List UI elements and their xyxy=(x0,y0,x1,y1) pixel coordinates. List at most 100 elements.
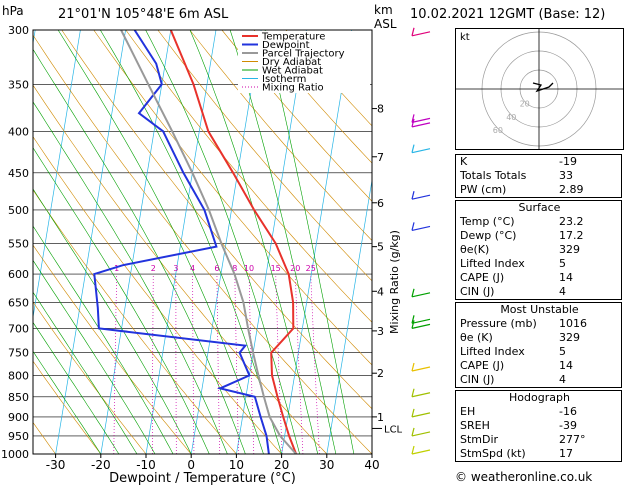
height-tick-label: 5 xyxy=(377,241,384,254)
mu-label: CIN (J) xyxy=(460,373,495,386)
index-box: K -19 Totals Totals 33 PW (cm) 2.89 xyxy=(455,154,622,198)
index-row: Totals Totals 33 xyxy=(456,169,623,183)
pressure-tick-label: 600 xyxy=(8,268,29,281)
wind-barb-flag xyxy=(411,445,415,455)
wind-barb xyxy=(411,431,431,437)
surface-row: CAPE (J) 14 xyxy=(456,271,623,285)
isotherm-line xyxy=(100,30,172,454)
wet-adiabat-line xyxy=(33,321,120,454)
dry-adiabat-line xyxy=(125,30,372,323)
surface-label: θe(K) xyxy=(460,243,490,256)
chart-frame xyxy=(32,29,373,455)
surface-label: CAPE (J) xyxy=(460,271,505,284)
dry-adiabat-line xyxy=(157,30,372,282)
temperature-tick-label: 30 xyxy=(319,458,334,472)
mixing-ratio-line xyxy=(275,274,283,454)
wind-barb xyxy=(411,412,431,418)
temperature-line xyxy=(169,30,298,454)
hodo-row: EH -16 xyxy=(456,405,623,419)
mu-label: θe (K) xyxy=(460,331,493,344)
legend-entry: Isotherm xyxy=(262,74,306,85)
hodograph-trace xyxy=(532,82,554,93)
mixing-ratio-label: 2 xyxy=(151,264,156,273)
index-value: 2.89 xyxy=(559,183,584,196)
dry-adiabat-line xyxy=(93,30,372,366)
height-tick-label: 6 xyxy=(377,197,384,210)
temperature-tick-label: 40 xyxy=(364,458,379,472)
surface-row: CIN (J) 4 xyxy=(456,285,623,299)
pressure-tick-label: 500 xyxy=(8,204,29,217)
wind-barb-flag xyxy=(411,427,415,437)
wind-barb xyxy=(411,449,431,455)
index-row: PW (cm) 2.89 xyxy=(456,183,623,197)
temperature-tick-label: -20 xyxy=(91,458,111,472)
mixing-ratio-label: 1 xyxy=(114,264,119,273)
index-label: PW (cm) xyxy=(460,183,507,196)
hodograph-ring-label: 60 xyxy=(493,126,503,135)
surface-value: 17.2 xyxy=(559,229,584,242)
wind-barb xyxy=(411,225,431,232)
dry-adiabat-line xyxy=(33,301,147,454)
mixing-ratio-label: 3 xyxy=(173,264,178,273)
wind-barb xyxy=(411,292,431,298)
mu-value: 4 xyxy=(559,373,566,386)
wind-barb xyxy=(411,122,431,128)
wind-barb-flag xyxy=(411,114,415,123)
wind-barb-flag xyxy=(411,315,415,324)
mixing-ratio-line xyxy=(152,274,154,454)
chart-plot-area: 1 2 3 4 6 8 10 15 20 25 xyxy=(33,30,372,454)
surface-value: 4 xyxy=(559,285,566,298)
location-label: 21°01'N 105°48'E 6m ASL xyxy=(58,7,229,22)
wind-barb xyxy=(411,323,431,329)
wind-barb-flag xyxy=(411,320,415,329)
wet-adiabat-line xyxy=(229,30,337,454)
wet-adiabat-line xyxy=(145,30,300,454)
dry-adiabat-line xyxy=(61,30,372,410)
hodo-value: 17 xyxy=(559,447,573,460)
legend-entry: Dry Adiabat xyxy=(262,57,321,68)
mu-title: Most Unstable xyxy=(500,303,579,316)
pressure-tick-label: 350 xyxy=(8,78,29,91)
hodo-value: -16 xyxy=(559,405,577,418)
mu-value: 14 xyxy=(559,359,573,372)
wind-barb xyxy=(411,148,431,154)
height-unit: km xyxy=(374,3,393,17)
height-tick-label: 2 xyxy=(377,367,384,380)
isotherm-line xyxy=(55,30,126,454)
wet-adiabat-line xyxy=(33,291,138,454)
wind-barb-flag xyxy=(411,222,415,231)
wet-adiabat-line xyxy=(33,350,102,454)
wind-barb xyxy=(411,392,431,398)
mu-row: CIN (J) 4 xyxy=(456,373,623,387)
mixing-ratio-line xyxy=(234,274,240,454)
surface-box: Surface Temp (°C) 23.2 Dewp (°C) 17.2 θe(K) 32… xyxy=(455,200,622,300)
height-tick-label: 4 xyxy=(377,285,384,298)
mixing-ratio-label: 4 xyxy=(190,264,195,273)
dry-adiabat-line xyxy=(33,189,237,454)
mixing-ratio-line xyxy=(294,274,304,454)
index-value: 33 xyxy=(559,169,573,182)
height-unit-asl: ASL xyxy=(374,17,397,31)
dry-adiabat-line xyxy=(33,34,372,454)
wind-barb-flag xyxy=(411,388,415,397)
hodograph-ring-label: 20 xyxy=(520,99,530,108)
pressure-tick-label: 650 xyxy=(8,296,29,309)
copyright-footer: © weatheronline.co.uk xyxy=(455,470,593,484)
lcl-label: LCL xyxy=(384,424,403,435)
temperature-tick-label: 0 xyxy=(187,458,195,472)
pressure-tick-label: 300 xyxy=(8,24,29,37)
wind-barb-flag xyxy=(411,408,415,418)
pressure-tick-label: 550 xyxy=(8,237,29,250)
index-row: K -19 xyxy=(456,155,623,169)
mu-value: 329 xyxy=(559,331,580,344)
mixing-ratio-label: 25 xyxy=(306,264,316,273)
hodograph-box: Hodograph EH -16 SREH -39 StmDir 277° StmSpd (k… xyxy=(455,390,622,462)
hodo-label: StmDir xyxy=(460,433,499,446)
isotherm-line xyxy=(371,452,372,454)
hodo-row: StmDir 277° xyxy=(456,433,623,447)
wind-barb-flag xyxy=(411,118,415,128)
hodograph-table: Hodograph EH -16 SREH -39 StmDir 277° StmSpd (k… xyxy=(456,391,623,461)
temperature-tick-label: -30 xyxy=(46,458,66,472)
wet-adiabat-line xyxy=(33,48,246,454)
